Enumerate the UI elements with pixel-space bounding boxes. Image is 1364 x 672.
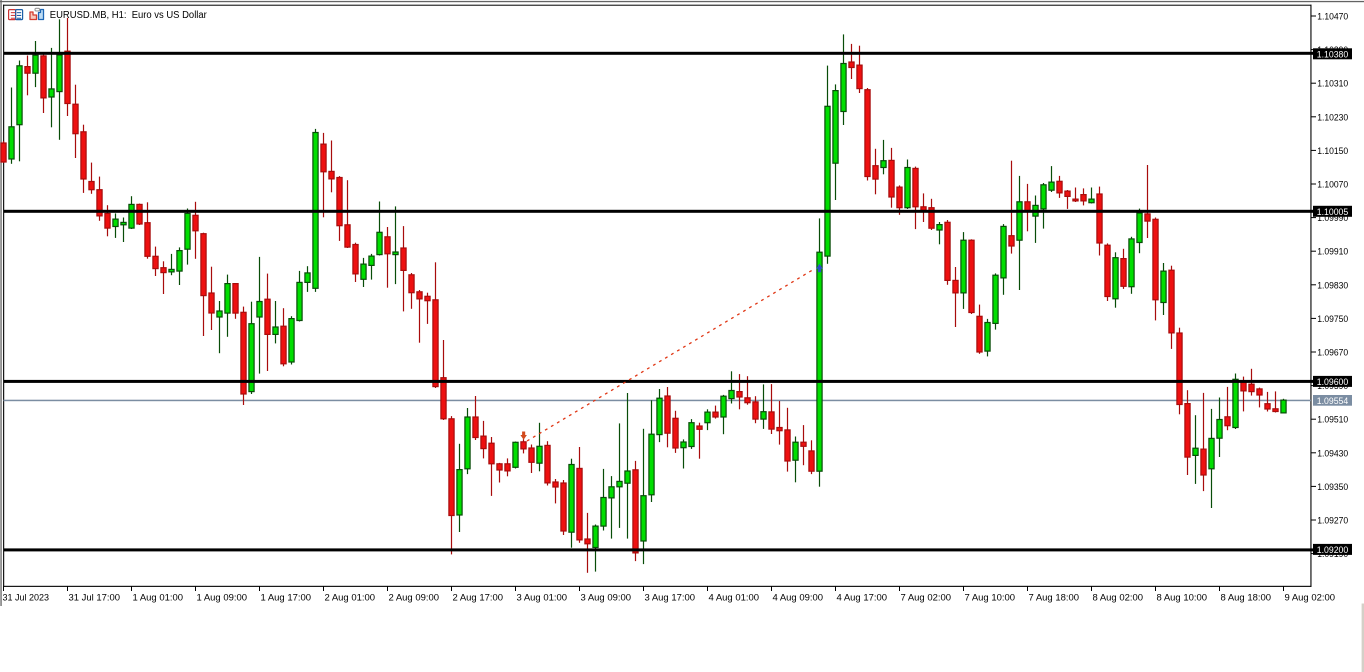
svg-text:1.09990: 1.09990 bbox=[1317, 212, 1348, 223]
svg-text:1.10230: 1.10230 bbox=[1317, 111, 1348, 122]
svg-text:7 Aug 10:00: 7 Aug 10:00 bbox=[965, 592, 1016, 603]
svg-text:1.09830: 1.09830 bbox=[1317, 279, 1348, 290]
svg-text:8 Aug 02:00: 8 Aug 02:00 bbox=[1093, 592, 1144, 603]
svg-text:1.09270: 1.09270 bbox=[1317, 515, 1348, 526]
svg-text:1.09910: 1.09910 bbox=[1317, 246, 1348, 257]
svg-text:2 Aug 17:00: 2 Aug 17:00 bbox=[453, 592, 504, 603]
svg-text:EURUSD.MB, H1: Euro vs US Dol: EURUSD.MB, H1: Euro vs US Dollar bbox=[50, 10, 208, 21]
svg-text:1.10470: 1.10470 bbox=[1317, 11, 1348, 22]
svg-text:7 Aug 18:00: 7 Aug 18:00 bbox=[1029, 592, 1080, 603]
svg-text:1.09430: 1.09430 bbox=[1317, 447, 1348, 458]
svg-text:9 Aug 02:00: 9 Aug 02:00 bbox=[1285, 592, 1336, 603]
svg-text:3 Aug 09:00: 3 Aug 09:00 bbox=[581, 592, 632, 603]
svg-text:1.10310: 1.10310 bbox=[1317, 78, 1348, 89]
svg-text:2 Aug 01:00: 2 Aug 01:00 bbox=[325, 592, 376, 603]
svg-text:2 Aug 09:00: 2 Aug 09:00 bbox=[389, 592, 440, 603]
svg-text:3 Aug 01:00: 3 Aug 01:00 bbox=[517, 592, 568, 603]
svg-text:7 Aug 02:00: 7 Aug 02:00 bbox=[901, 592, 952, 603]
svg-text:1.09200: 1.09200 bbox=[1317, 544, 1348, 555]
svg-text:1.10070: 1.10070 bbox=[1317, 179, 1348, 190]
svg-text:1 Aug 01:00: 1 Aug 01:00 bbox=[133, 592, 184, 603]
svg-text:8 Aug 18:00: 8 Aug 18:00 bbox=[1221, 592, 1272, 603]
svg-text:31 Jul 2023: 31 Jul 2023 bbox=[3, 592, 50, 603]
svg-text:1.09600: 1.09600 bbox=[1317, 376, 1348, 387]
svg-text:31 Jul 17:00: 31 Jul 17:00 bbox=[69, 592, 121, 603]
svg-text:1.10380: 1.10380 bbox=[1317, 48, 1348, 59]
svg-text:4 Aug 09:00: 4 Aug 09:00 bbox=[773, 592, 824, 603]
svg-text:1.10005: 1.10005 bbox=[1317, 206, 1348, 217]
svg-text:1 Aug 09:00: 1 Aug 09:00 bbox=[197, 592, 248, 603]
svg-text:4 Aug 17:00: 4 Aug 17:00 bbox=[837, 592, 888, 603]
svg-text:1.09750: 1.09750 bbox=[1317, 313, 1348, 324]
svg-text:1.10150: 1.10150 bbox=[1317, 145, 1348, 156]
svg-text:4 Aug 01:00: 4 Aug 01:00 bbox=[709, 592, 760, 603]
svg-text:1.09350: 1.09350 bbox=[1317, 481, 1348, 492]
svg-text:3 Aug 17:00: 3 Aug 17:00 bbox=[645, 592, 696, 603]
svg-text:1.09510: 1.09510 bbox=[1317, 414, 1348, 425]
svg-text:1 Aug 17:00: 1 Aug 17:00 bbox=[261, 592, 312, 603]
svg-text:1.09554: 1.09554 bbox=[1317, 395, 1348, 406]
svg-text:1.09670: 1.09670 bbox=[1317, 347, 1348, 358]
svg-text:8 Aug 10:00: 8 Aug 10:00 bbox=[1157, 592, 1208, 603]
